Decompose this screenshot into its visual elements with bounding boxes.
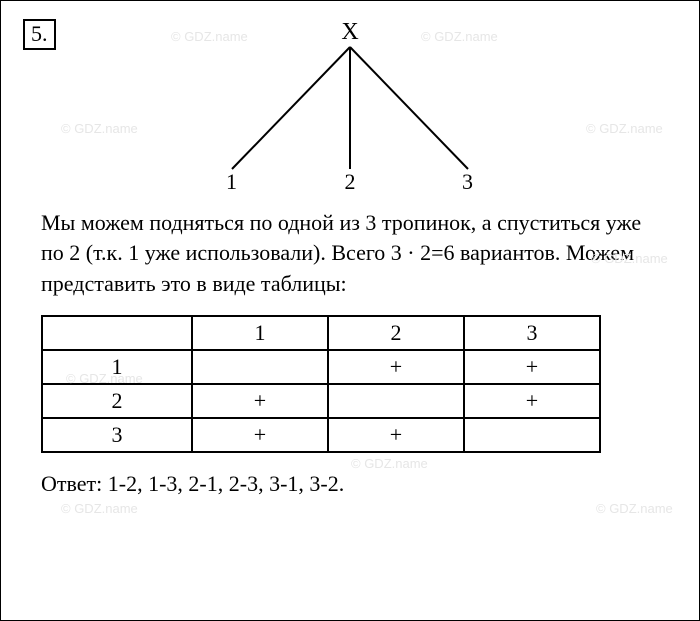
table-row: 1 + + [42,350,600,384]
table-header-blank [42,316,192,350]
table-cell: + [464,350,600,384]
watermark: © GDZ.name [596,501,673,516]
tree-edge-1 [232,47,350,169]
tree-leaf-3: 3 [462,169,473,195]
table-cell: + [328,350,464,384]
page: 5. X 1 2 3 Мы можем подняться по одной и… [0,0,700,621]
table-header-2: 2 [328,316,464,350]
table-cell: + [192,418,328,452]
table-cell: 2 [42,384,192,418]
answer-line: Ответ: 1-2, 1-3, 2-1, 2-3, 3-1, 3-2. [41,471,659,497]
table-cell [464,418,600,452]
watermark: © GDZ.name [351,456,428,471]
table-cell: 3 [42,418,192,452]
problem-number: 5. [31,21,48,46]
table-cell: + [192,384,328,418]
table-cell [328,384,464,418]
table-cell: + [464,384,600,418]
table-header-row: 1 2 3 [42,316,600,350]
tree-diagram: X 1 2 3 [140,19,560,194]
problem-number-box: 5. [23,19,56,50]
answer-value: 1-2, 1-3, 2-1, 2-3, 3-1, 3-2. [108,471,344,496]
watermark: © GDZ.name [61,121,138,136]
tree-edge-3 [350,47,468,169]
answer-label: Ответ: [41,471,102,496]
watermark: © GDZ.name [586,121,663,136]
combinations-table: 1 2 3 1 + + 2 + + 3 + + [41,315,601,453]
tree-leaf-2: 2 [345,169,356,195]
watermark: © GDZ.name [61,501,138,516]
table-header-1: 1 [192,316,328,350]
problem-explanation: Мы можем подняться по одной из 3 тропино… [41,208,659,299]
table-cell [192,350,328,384]
table-cell: 1 [42,350,192,384]
table-header-3: 3 [464,316,600,350]
table-cell: + [328,418,464,452]
tree-leaf-1: 1 [226,169,237,195]
table-row: 3 + + [42,418,600,452]
table-row: 2 + + [42,384,600,418]
